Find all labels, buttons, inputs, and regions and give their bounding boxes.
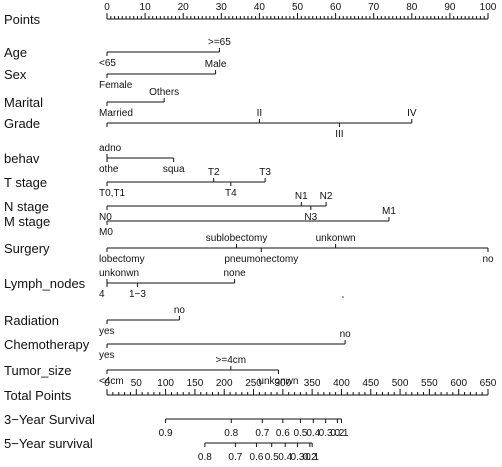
scale-label-t-stage: T stage: [4, 175, 47, 190]
level-label: no: [340, 329, 352, 340]
prob-label: 0.8: [224, 428, 238, 439]
level-label: T3: [259, 167, 271, 178]
prob-label: 0.5: [293, 428, 307, 439]
tick-label: 150: [187, 378, 204, 389]
level-label: lobectomy: [99, 254, 145, 265]
tick-label: 100: [157, 378, 174, 389]
prob-label: 0.6: [276, 428, 290, 439]
scale-label-behav: behav: [4, 151, 40, 166]
prob-label: 0.9: [159, 428, 173, 439]
tick-label: 450: [362, 378, 379, 389]
scale-label-points: Points: [4, 12, 41, 27]
tick-label: 50: [131, 378, 143, 389]
level-label: Others: [149, 87, 179, 98]
prob-label: 0.6: [250, 452, 264, 463]
scale-label-sex: Sex: [4, 67, 27, 82]
level-label: N3: [304, 212, 317, 223]
level-label: <65: [99, 58, 116, 69]
prob-label: 0.2: [330, 428, 344, 439]
level-label: adno: [99, 143, 122, 154]
level-label: squa: [163, 164, 185, 175]
level-label: >=65: [208, 37, 231, 48]
tick-label: 600: [450, 378, 467, 389]
prob-label: 0.8: [198, 452, 212, 463]
level-label: unkonwn: [258, 376, 298, 387]
scale-label-chemotherapy: Chemotherapy: [4, 337, 90, 352]
level-label: 4: [99, 289, 105, 300]
scale-label-m-stage: M stage: [4, 214, 50, 229]
tick-label: 650: [480, 378, 497, 389]
prob-label: 0.1: [305, 452, 319, 463]
level-label: unkonwn: [99, 268, 139, 279]
tick-label: 550: [421, 378, 438, 389]
tick-label: 90: [444, 2, 456, 13]
scale-label-5-year-survival: 5−Year survival: [4, 436, 93, 451]
prob-label: 0.2: [303, 452, 317, 463]
tick-label: 0: [104, 2, 110, 13]
scale-label-tumor-size: Tumor_size: [4, 363, 71, 378]
level-label: Female: [99, 80, 133, 91]
level-label: N2: [320, 191, 333, 202]
tick-label: 80: [406, 2, 418, 13]
level-label: M1: [382, 206, 396, 217]
level-label: N1: [295, 191, 308, 202]
scale-label-3-year-survival: 3−Year Survival: [4, 412, 95, 427]
level-label: IV: [407, 108, 417, 119]
tick-label: 250: [245, 378, 262, 389]
prob-label: 0.7: [255, 428, 269, 439]
level-label: N0: [99, 212, 112, 223]
tick-label: 400: [333, 378, 350, 389]
level-label: yes: [99, 350, 115, 361]
level-label: pneumonectomy: [224, 254, 298, 265]
tick-label: 10: [140, 2, 152, 13]
level-label: no: [482, 254, 494, 265]
prob-label: 0.3: [291, 452, 305, 463]
scale-label-marital: Marital: [4, 95, 43, 110]
level-label: II: [257, 108, 263, 119]
level-label: >=4cm: [216, 355, 247, 366]
level-label: 1−3: [129, 289, 146, 300]
tick-label: 0: [104, 378, 110, 389]
tick-label: 60: [330, 2, 342, 13]
tick-label: 50: [292, 2, 304, 13]
prob-label: 0.4: [306, 428, 320, 439]
level-label: no: [174, 305, 186, 316]
level-label: unkonwn: [316, 233, 356, 244]
scale-label-age: Age: [4, 45, 27, 60]
level-label: III: [335, 129, 343, 140]
level-label: yes: [99, 326, 115, 337]
prob-label: 0.5: [265, 452, 279, 463]
scale-label-surgery: Surgery: [4, 241, 50, 256]
tick-label: 300: [275, 378, 292, 389]
tick-label: 20: [178, 2, 190, 13]
level-label: T2: [208, 167, 220, 178]
prob-label: 0.3: [319, 428, 333, 439]
level-label: T0,T1: [99, 188, 126, 199]
level-label: Male: [205, 59, 227, 70]
tick-label: 100: [480, 2, 497, 13]
level-label: none: [224, 268, 247, 279]
level-label: M0: [99, 227, 113, 238]
tick-label: 350: [304, 378, 321, 389]
tick-label: 500: [392, 378, 409, 389]
level-label: T4: [225, 188, 237, 199]
scale-label-radiation: Radiation: [4, 313, 59, 328]
tick-label: 200: [216, 378, 233, 389]
scale-label-grade: Grade: [4, 116, 40, 131]
level-label: Married: [99, 108, 133, 119]
prob-label: 0.4: [278, 452, 292, 463]
scale-label-total-points: Total Points: [4, 388, 72, 403]
scale-label-lymph-nodes: Lymph_nodes: [4, 276, 86, 291]
prob-label: 0.1: [335, 428, 349, 439]
prob-label: 0.7: [228, 452, 242, 463]
tick-label: 40: [254, 2, 266, 13]
stray-dot: [342, 296, 344, 298]
level-label: <4cm: [99, 376, 124, 387]
scale-label-n-stage: N stage: [4, 199, 49, 214]
level-label: sublobectomy: [206, 233, 268, 244]
tick-label: 70: [368, 2, 380, 13]
level-label: othe: [99, 164, 119, 175]
tick-label: 30: [216, 2, 228, 13]
